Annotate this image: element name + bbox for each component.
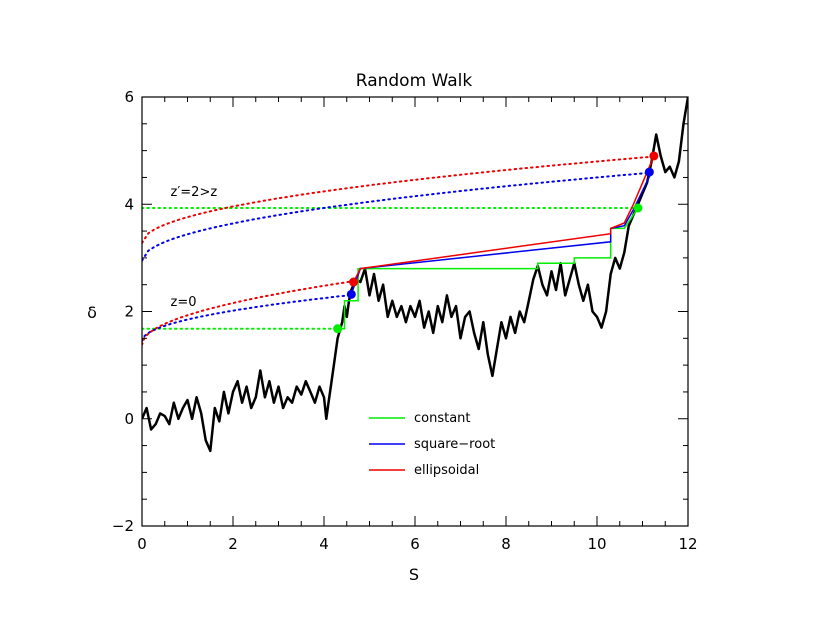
x-tick-label: 4 (319, 535, 329, 553)
plot-area (142, 97, 688, 453)
annotation-2: z′=2>z (171, 185, 218, 200)
y-tick-label: 2 (124, 303, 134, 321)
x-tick-label: 6 (410, 535, 420, 553)
legend-label-3: ellipsoidal (414, 463, 479, 478)
constant-crossing-z2 (633, 203, 643, 213)
y-axis-label: δ (87, 303, 97, 322)
ellipsoidal-barrier-z2 (142, 155, 655, 244)
legend-label-1: constant (414, 411, 471, 426)
constant-crossing-z0 (333, 324, 343, 334)
y-tick-label: −2 (112, 517, 134, 535)
ellipsoidal-barrier-z0 (142, 280, 355, 346)
y-tick-label: 0 (124, 410, 134, 428)
ellipsoidal-trajectory (352, 155, 655, 283)
x-tick-label: 8 (501, 535, 511, 553)
y-tick-label: 4 (124, 195, 134, 213)
legend: constant square−root ellipsoidal (369, 411, 495, 478)
annotation-1: z=0 (171, 295, 197, 310)
random-walk-line (142, 97, 688, 453)
annotations: z=0 z′=2>z (171, 185, 218, 310)
x-tick-label: 10 (587, 535, 606, 553)
square-root-crossing-z2 (644, 167, 654, 177)
square-root-barrier-z0 (142, 294, 353, 342)
chart-title: Random Walk (356, 71, 473, 91)
legend-label-2: square−root (414, 437, 495, 452)
square-root-barrier-z2 (142, 171, 651, 262)
x-tick-label: 2 (228, 535, 238, 553)
x-tick-label: 12 (678, 535, 697, 553)
x-axis-label: S (409, 565, 419, 584)
y-tick-label: 6 (124, 88, 134, 106)
ellipsoidal-crossing-z0 (349, 277, 359, 287)
square-root-crossing-z0 (346, 289, 356, 299)
ellipsoidal-crossing-z2 (649, 151, 659, 161)
square-root-trajectory (350, 171, 653, 295)
x-tick-label: 0 (137, 535, 147, 553)
